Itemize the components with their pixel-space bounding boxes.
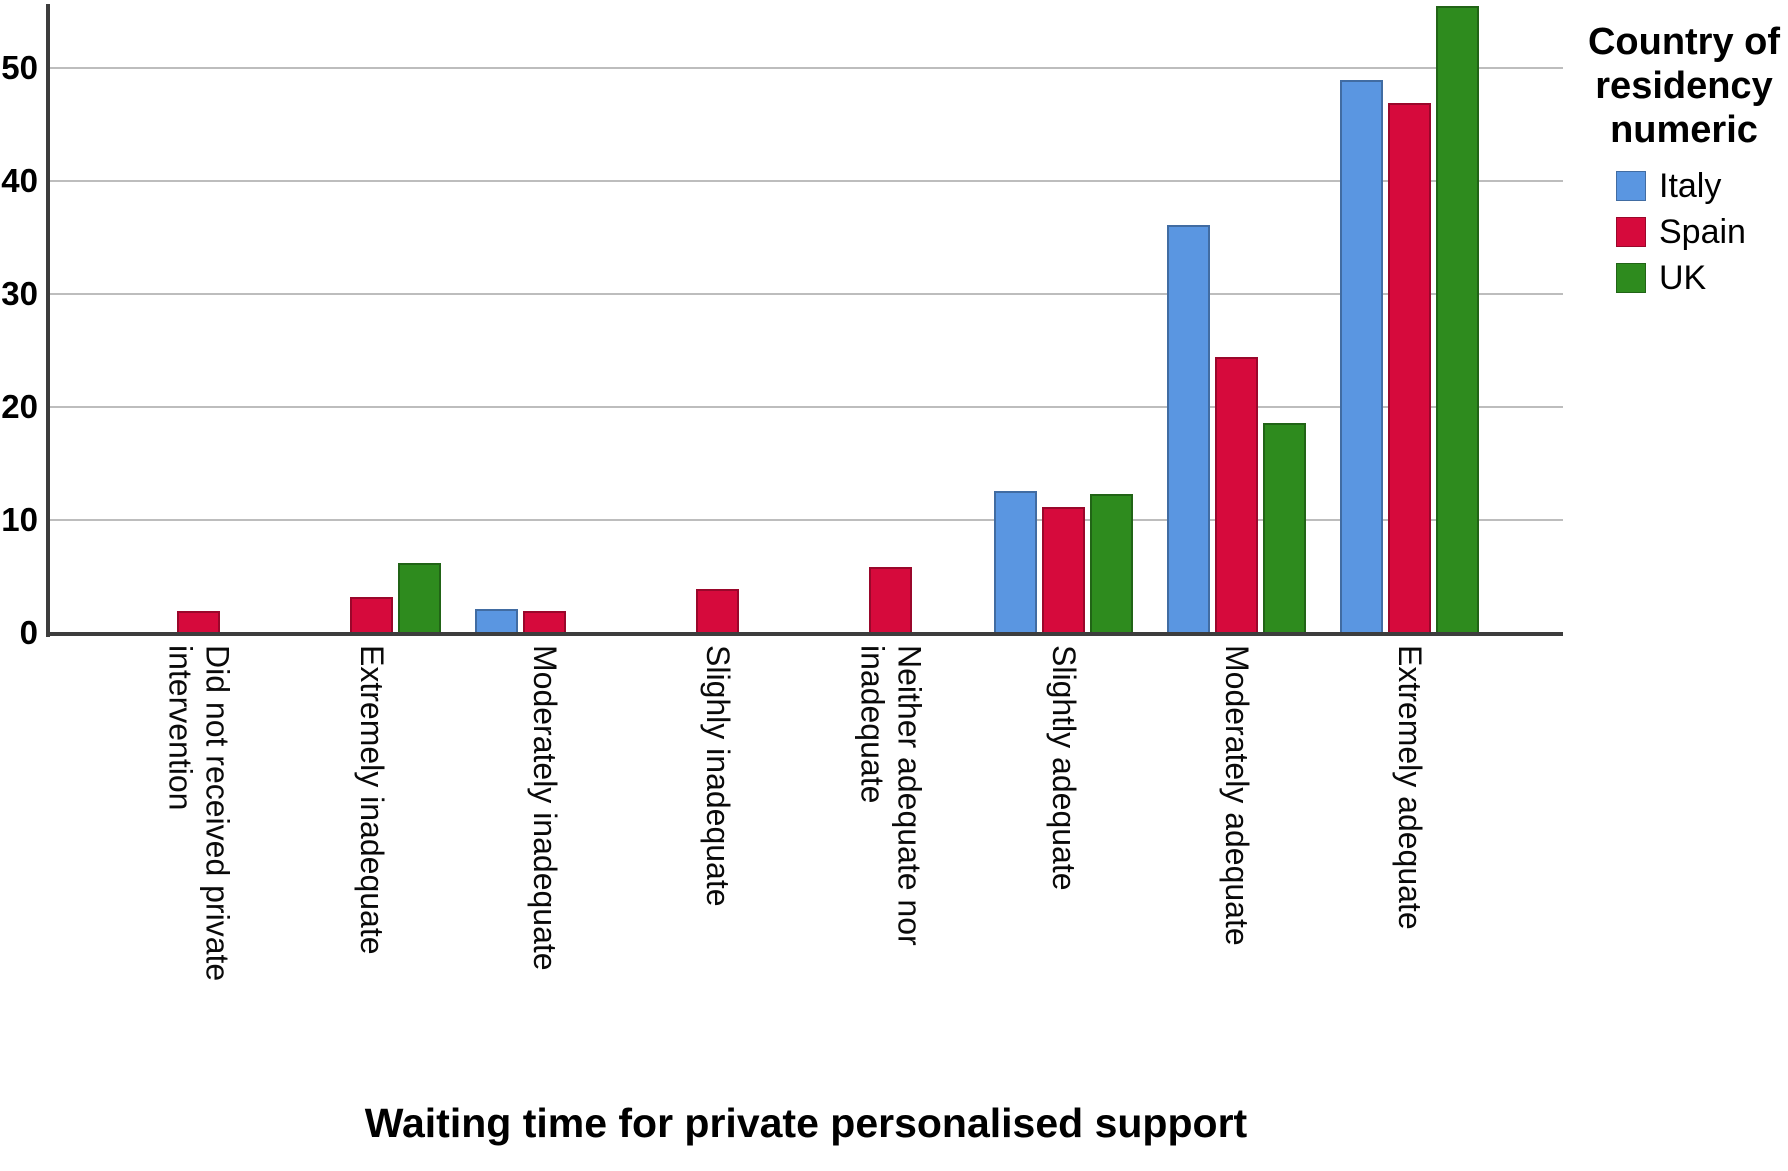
bar-spain	[1388, 102, 1431, 634]
bar-uk	[398, 562, 441, 634]
bar-italy	[1340, 80, 1383, 634]
x-category-label: Neither adequate nor inadequate	[854, 645, 928, 946]
x-category-label-line: Moderately adequate	[1219, 645, 1255, 946]
x-category-label-line: intervention	[162, 645, 199, 811]
bar-uk	[1090, 493, 1133, 634]
x-category-label-line: Extremely inadequate	[354, 645, 390, 955]
y-tick-label: 50	[1, 49, 38, 86]
y-tick-label: 30	[1, 275, 38, 312]
bar-group	[475, 0, 614, 634]
x-category-label-line: Slighly inadequate	[700, 645, 736, 907]
legend-swatch-italy	[1616, 171, 1646, 201]
legend-item: Italy	[1616, 167, 1782, 205]
bar-spain	[350, 596, 393, 634]
bar-italy	[994, 490, 1037, 634]
bar-spain	[523, 611, 566, 634]
gridline	[49, 406, 1563, 408]
y-tick-label: 40	[1, 162, 38, 199]
x-category-label-line: Moderately inadequate	[527, 645, 563, 971]
gridline	[49, 519, 1563, 521]
x-category-label-line: inadequate	[854, 645, 891, 804]
legend-item: UK	[1616, 259, 1782, 297]
gridline	[49, 293, 1563, 295]
bar-group	[648, 0, 787, 634]
x-category-label: Moderately adequate	[1218, 645, 1255, 946]
bar-spain	[696, 588, 739, 634]
x-category-label: Moderately inadequate	[526, 645, 563, 971]
x-category-label: Extremely inadequate	[353, 645, 390, 955]
legend-label: UK	[1659, 259, 1707, 297]
x-category-label-line: Neither adequate nor	[891, 645, 928, 946]
gridline	[49, 180, 1563, 182]
legend-items: Italy Spain UK	[1616, 167, 1782, 297]
bar-group	[1340, 0, 1479, 634]
legend-swatch-spain	[1616, 217, 1646, 247]
y-axis-line	[46, 4, 50, 637]
x-category-label: Slightly adequate	[1045, 645, 1082, 891]
y-tick-label: 10	[1, 501, 38, 538]
bar-group	[302, 0, 441, 634]
bar-italy	[475, 609, 518, 634]
x-category-label-line: Extremely adequate	[1392, 645, 1428, 930]
y-tick-label: 0	[19, 614, 38, 651]
bar-italy	[1167, 224, 1210, 634]
x-category-label: Slighly inadequate	[699, 645, 736, 907]
bar-spain	[1042, 507, 1085, 634]
legend-title: Country of residency numeric	[1587, 21, 1781, 151]
legend-swatch-uk	[1616, 263, 1646, 293]
legend-label: Spain	[1659, 213, 1746, 251]
bar-group	[129, 0, 268, 634]
gridline	[49, 67, 1563, 69]
x-axis-line	[46, 632, 1563, 636]
bar-spain	[1215, 357, 1258, 634]
bar-group	[821, 0, 960, 634]
bar-group	[994, 0, 1133, 634]
legend-item: Spain	[1616, 213, 1782, 251]
legend: Country of residency numeric Italy Spain U…	[1586, 20, 1782, 297]
bar-group	[1167, 0, 1306, 634]
y-tick-label: 20	[1, 388, 38, 425]
bar-uk	[1263, 422, 1306, 634]
x-category-label: Did not received private intervention	[162, 645, 236, 981]
bar-spain	[177, 611, 220, 634]
bar-spain	[869, 567, 912, 634]
bar-uk	[1436, 5, 1479, 634]
legend-label: Italy	[1659, 167, 1722, 205]
x-category-label-line: Did not received private	[199, 645, 236, 982]
x-category-label-line: Slightly adequate	[1046, 645, 1082, 891]
x-axis-title: Waiting time for private personalised su…	[364, 1100, 1248, 1146]
x-category-label: Extremely adequate	[1391, 645, 1428, 930]
